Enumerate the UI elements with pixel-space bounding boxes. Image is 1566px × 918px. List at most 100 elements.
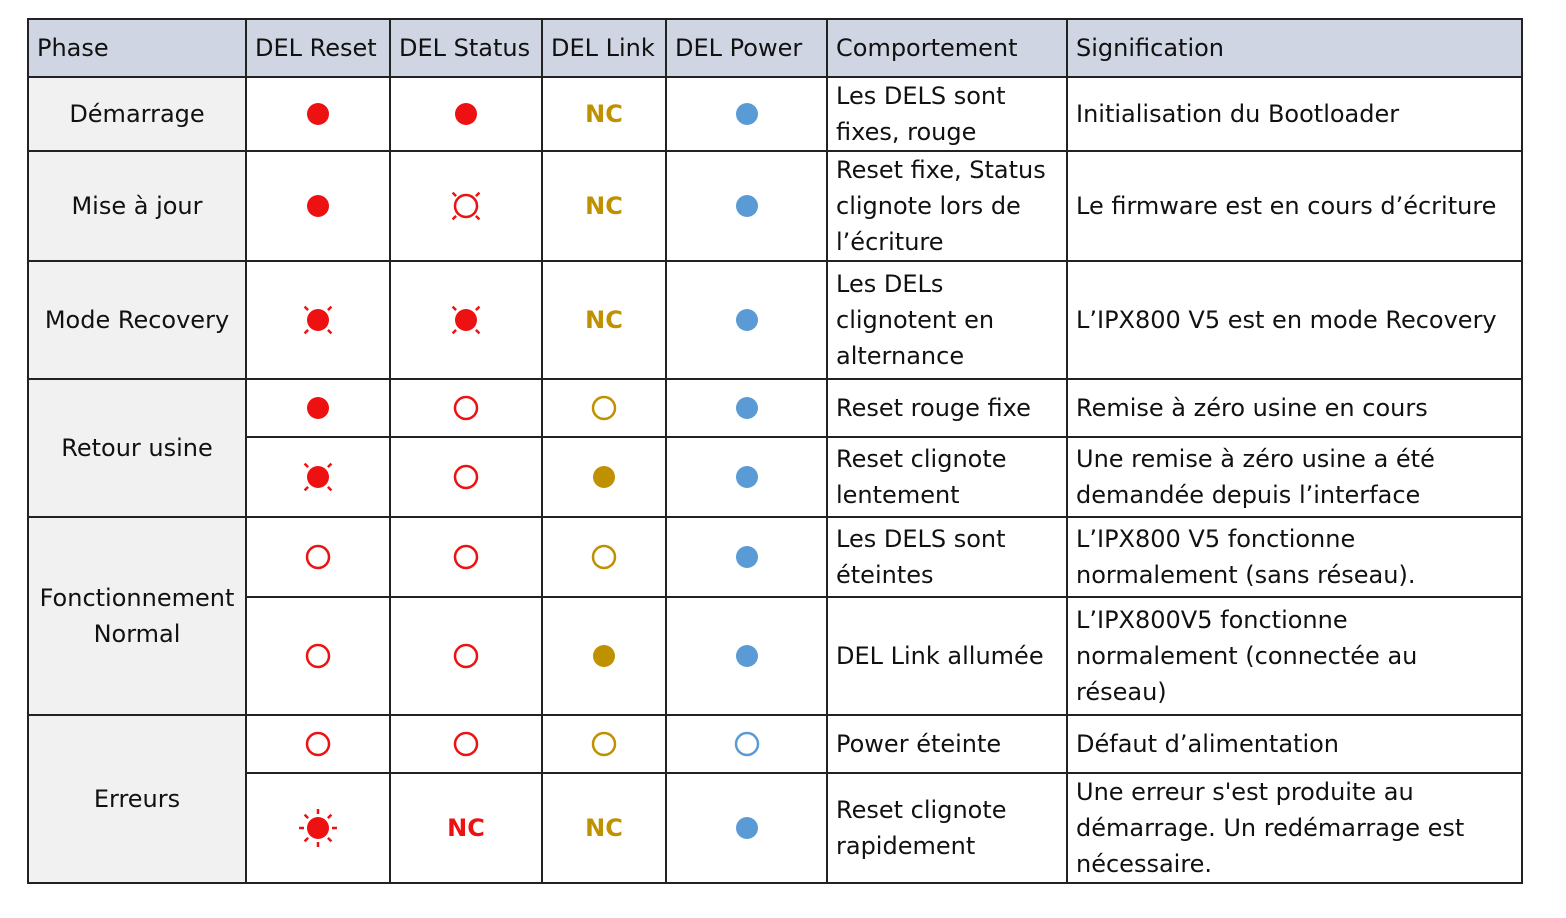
- led-power-cell: [665, 150, 828, 262]
- signification-cell: Le firmware est en cours d’écriture: [1066, 150, 1523, 262]
- red-outline-led-icon: [453, 544, 479, 570]
- header-comportement: Comportement: [826, 18, 1068, 78]
- gold-outline-led-icon: [591, 395, 617, 421]
- led-reset-cell: [245, 714, 391, 774]
- led-link-cell: [541, 516, 667, 598]
- led-reset-cell: [245, 596, 391, 716]
- red-solid-led-icon: [307, 103, 329, 125]
- led-link-cell: [541, 596, 667, 716]
- led-status-cell: [389, 436, 543, 518]
- led-reset-cell: [245, 516, 391, 598]
- red-solid-led-icon: [307, 195, 329, 217]
- led-status-cell: [389, 596, 543, 716]
- led-link-cell: NC: [541, 772, 667, 884]
- red-outline-led-icon: [453, 643, 479, 669]
- blue-outline-led-icon: [734, 731, 759, 757]
- red-outline-led-icon: [305, 544, 331, 570]
- red-solid-blink-led-icon: [451, 305, 481, 335]
- led-status-cell: [389, 150, 543, 262]
- table-row: Fonctionnement Normal Les DELS sont étein…: [27, 516, 1523, 716]
- led-reset-cell: [245, 436, 391, 518]
- gold-outline-led-icon: [591, 544, 617, 570]
- blue-solid-led-icon: [735, 397, 758, 419]
- phase-cell: Fonctionnement Normal: [27, 516, 247, 716]
- red-solid-blink-led-icon: [303, 462, 333, 492]
- led-status-cell: [389, 76, 543, 152]
- led-power-cell: [665, 76, 828, 152]
- blue-solid-led-icon: [735, 817, 758, 839]
- led-link-cell: [541, 436, 667, 518]
- led-reset-cell: [245, 378, 391, 438]
- gold-solid-led-icon: [593, 645, 615, 667]
- table-row: DEL Link allumée L’IPX800V5 fonctionne no…: [28, 596, 1523, 716]
- header-del-link: DEL Link: [541, 18, 667, 78]
- table-row: Démarrage NC Les DELS sont fixes, rouge Ini…: [27, 76, 1523, 152]
- led-power-cell: [665, 260, 828, 380]
- nc-label: NC: [447, 814, 485, 842]
- blue-solid-led-icon: [735, 546, 758, 568]
- nc-label: NC: [585, 814, 623, 842]
- table-row: NC NC Reset clignote rapidement Une erreur …: [28, 772, 1523, 884]
- signification-cell: Une remise à zéro usine a été demandée d…: [1066, 436, 1523, 518]
- red-outline-led-icon: [305, 731, 331, 757]
- table-row: Mode Recovery NC Les DELs clignotent en al…: [27, 260, 1523, 380]
- signification-cell: Remise à zéro usine en cours: [1066, 378, 1523, 438]
- phase-cell: Mise à jour: [27, 150, 247, 262]
- led-status-cell: [389, 516, 543, 598]
- header-del-reset: DEL Reset: [245, 18, 391, 78]
- red-solid-blink-led-icon: [303, 305, 333, 335]
- gold-solid-led-icon: [593, 466, 615, 488]
- red-outline-blink-led-icon: [451, 191, 481, 221]
- phase-cell: Démarrage: [27, 76, 247, 152]
- led-power-cell: [665, 516, 828, 598]
- comportement-cell: Reset clignote lentement: [826, 436, 1068, 518]
- phase-cell: Mode Recovery: [27, 260, 247, 380]
- header-row: Phase DEL Reset DEL Status DEL Link DEL …: [27, 18, 1523, 78]
- header-phase: Phase: [27, 18, 247, 78]
- comportement-cell: Les DELs clignotent en alternance: [826, 260, 1068, 380]
- comportement-cell: DEL Link allumée: [826, 596, 1068, 716]
- comportement-cell: Les DELS sont éteintes: [826, 516, 1068, 598]
- signification-cell: L’IPX800 V5 est en mode Recovery: [1066, 260, 1523, 380]
- led-reset-cell: [245, 150, 391, 262]
- nc-label: NC: [585, 306, 623, 334]
- red-outline-led-icon: [453, 395, 479, 421]
- nc-label: NC: [585, 100, 623, 128]
- header-signification: Signification: [1066, 18, 1523, 78]
- table-row: Reset clignote lentement Une remise à zér…: [28, 436, 1523, 518]
- led-power-cell: [665, 772, 828, 884]
- signification-cell: Une erreur s'est produite au démarrage. …: [1066, 772, 1523, 884]
- blue-solid-led-icon: [735, 103, 758, 125]
- led-link-cell: NC: [541, 76, 667, 152]
- gold-outline-led-icon: [591, 731, 617, 757]
- comportement-cell: Les DELS sont fixes, rouge: [826, 76, 1068, 152]
- led-link-cell: NC: [541, 150, 667, 262]
- blue-solid-led-icon: [735, 645, 758, 667]
- phase-cell: Retour usine: [27, 378, 247, 518]
- header-del-power: DEL Power: [665, 18, 828, 78]
- led-status-cell: [389, 714, 543, 774]
- led-link-cell: [541, 378, 667, 438]
- table-row: Retour usine Reset rouge fixe Remise à zér…: [27, 378, 1523, 518]
- red-solid-led-icon: [455, 103, 477, 125]
- nc-label: NC: [585, 192, 623, 220]
- red-outline-led-icon: [453, 464, 479, 490]
- signification-cell: L’IPX800 V5 fonctionne normalement (sans…: [1066, 516, 1523, 598]
- led-link-cell: [541, 714, 667, 774]
- led-reset-cell: [245, 772, 391, 884]
- red-solid-led-icon: [307, 397, 329, 419]
- comportement-cell: Power éteinte: [826, 714, 1068, 774]
- led-link-cell: NC: [541, 260, 667, 380]
- led-power-cell: [665, 596, 828, 716]
- led-power-cell: [665, 378, 828, 438]
- comportement-cell: Reset rouge fixe: [826, 378, 1068, 438]
- blue-solid-led-icon: [735, 309, 758, 331]
- phase-cell: Erreurs: [27, 714, 247, 884]
- led-reset-cell: [245, 76, 391, 152]
- blue-solid-led-icon: [735, 195, 758, 217]
- signification-cell: Défaut d’alimentation: [1066, 714, 1523, 774]
- blue-solid-led-icon: [735, 466, 758, 488]
- table-row: Erreurs Power éteinte Défaut d’alimentatio…: [27, 714, 1523, 884]
- comportement-cell: Reset clignote rapidement: [826, 772, 1068, 884]
- led-status-cell: [389, 260, 543, 380]
